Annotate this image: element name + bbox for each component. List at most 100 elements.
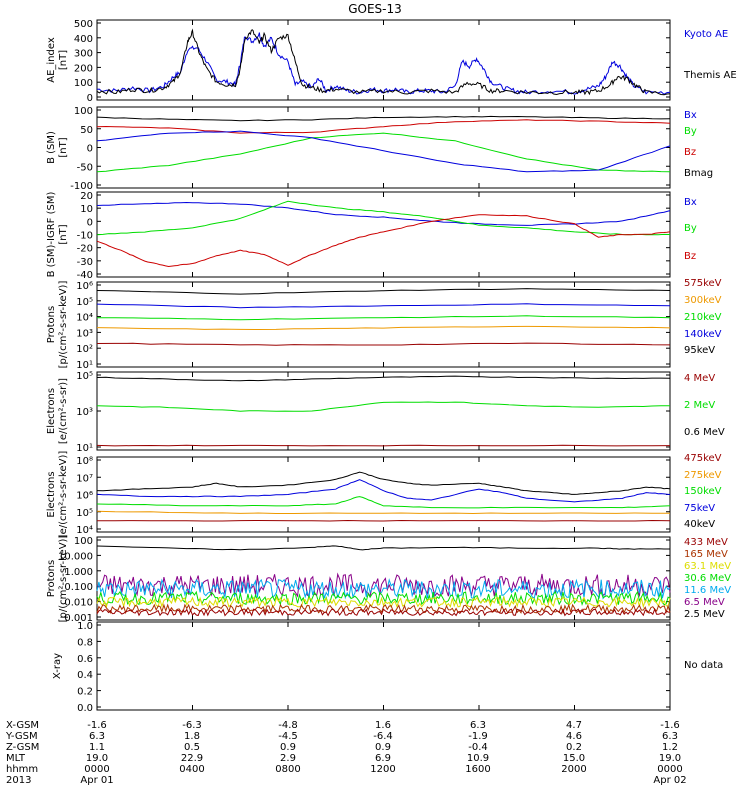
panel-frame (96, 281, 671, 368)
y-tick-label: 10³ (76, 407, 93, 418)
series-165-mev (96, 603, 671, 615)
x-row-value: -1.6 (660, 720, 680, 731)
series-140kev (96, 303, 671, 309)
y-axis-label: AE_index (46, 37, 57, 83)
x-row-value: 10.9 (467, 753, 489, 764)
legend-entry: 165 MeV (684, 549, 728, 560)
series-2-mev (96, 401, 670, 412)
series-bx (96, 201, 671, 226)
x-row-value: -6.3 (182, 720, 202, 731)
series-575kev (96, 342, 671, 346)
x-row-label: 2013 (6, 775, 31, 786)
x-row-value: 6.3 (89, 731, 105, 742)
legend-entry: 150keV (684, 486, 722, 497)
legend-entry: 300keV (684, 295, 722, 306)
legend-entry: 210keV (684, 312, 722, 323)
x-row-value: 1600 (465, 764, 490, 775)
series-40kev (96, 471, 671, 495)
x-row-value: 19.0 (86, 753, 108, 764)
x-row-value: Apr 01 (80, 775, 113, 786)
x-row-value: 0400 (179, 764, 204, 775)
legend-entry: 140keV (684, 329, 722, 340)
legend-entry: 6.5 MeV (684, 597, 725, 608)
x-row-value: 19.0 (659, 753, 681, 764)
y-tick-label: 10⁴ (76, 313, 93, 324)
y-tick-label: 10 (80, 204, 93, 215)
y-tick-label: 100 (74, 106, 93, 117)
y-tick-label: 10⁶ (76, 281, 93, 292)
x-row-label: MLT (6, 753, 26, 764)
series-210kev (96, 315, 671, 321)
legend-entry: 575keV (684, 278, 722, 289)
panel-bsm: 100 50 0 -50 -100 B (SM) [nT] Bx By Bz Bmag (46, 106, 713, 192)
x-row-value: 0000 (657, 764, 682, 775)
y-tick-label: 100 (74, 536, 93, 547)
y-axis-label: Electrons (46, 388, 57, 434)
series-150kev (96, 496, 671, 509)
x-row-value: 0.9 (280, 742, 296, 753)
y-tick-label: -50 (77, 162, 93, 173)
x-row-value: 0000 (84, 764, 109, 775)
legend-entry: 4 MeV (684, 373, 715, 384)
legend-entry: 0.6 MeV (684, 427, 725, 438)
x-row-value: 0.9 (375, 742, 391, 753)
x-row-value: 4.6 (566, 731, 582, 742)
y-tick-label: 0.4 (77, 670, 93, 681)
y-axis-label: [p/(cm²-s-sr-keV)] (58, 535, 69, 623)
legend-entry: Bx (684, 110, 697, 121)
y-tick-label: 0.0 (77, 703, 93, 714)
legend-entry: 433 MeV (684, 537, 728, 548)
y-axis-label: [e/(cm²-s-sr)] (58, 378, 69, 444)
panel-electrons2: 10⁸ 10⁷ 10⁶ 10⁵ 10⁴ Electrons [e/(cm²-s-sr-keV… (46, 451, 722, 539)
y-tick-label: 10⁵ (76, 508, 93, 519)
no-data-note: No data (684, 660, 723, 671)
legend-entry: Bmag (684, 168, 713, 179)
x-row-value: 0800 (275, 764, 300, 775)
series-themis-ae (96, 28, 671, 96)
y-tick-label: 0 (87, 93, 93, 104)
panel-frame (96, 371, 671, 451)
y-tick-label: 10¹ (76, 443, 93, 454)
x-row-value: 4.7 (566, 720, 582, 731)
x-row-value: 1.2 (662, 742, 678, 753)
series-by (96, 200, 671, 236)
x-row-value: -4.5 (278, 731, 298, 742)
y-tick-label: -20 (77, 244, 93, 255)
legend-entry: 275keV (684, 470, 722, 481)
x-row-value: 22.9 (181, 753, 203, 764)
series-95kev (96, 288, 671, 295)
x-row-value: -1.9 (468, 731, 488, 742)
y-tick-label: 10⁷ (76, 473, 93, 484)
panel-protons1: 10⁶ 10⁵ 10⁴ 10³ 10² 10¹ Protons [p/(cm²-s-sr-ke… (46, 278, 722, 371)
y-axis-label: [nT] (58, 50, 69, 70)
y-tick-label: -100 (70, 181, 93, 192)
series-bz (96, 214, 671, 268)
y-tick-label: 0.6 (77, 654, 93, 665)
x-row-value: 15.0 (563, 753, 585, 764)
y-tick-label: 400 (74, 34, 93, 45)
series-433-mev (96, 607, 671, 617)
legend-entry: Kyoto AE (684, 29, 728, 40)
y-tick-label: 0.001 (64, 613, 93, 624)
panel-electrons1: 10⁵ 10³ 10¹ Electrons [e/(cm²-s-sr)] 4 MeV 2 M… (46, 371, 725, 454)
y-tick-label: 10.000 (58, 551, 93, 562)
y-tick-label: 0.010 (64, 598, 93, 609)
series-475kev (97, 519, 671, 522)
y-tick-label: 1.000 (64, 567, 93, 578)
y-tick-label: 50 (80, 125, 93, 136)
y-axis-label: [e/(cm²-s-sr-keV)] (58, 451, 69, 539)
y-tick-label: 10⁸ (76, 456, 93, 467)
y-tick-label: 10⁵ (76, 371, 93, 382)
y-axis-label: X-ray (52, 653, 63, 679)
series-30-6-mev (96, 590, 671, 607)
y-tick-label: -30 (77, 257, 93, 268)
x-row-value: 0.5 (184, 742, 200, 753)
x-row-value: -0.4 (468, 742, 488, 753)
y-axis-label: Protons (46, 560, 57, 597)
panel-xray: 1.0 0.8 0.6 0.4 0.2 0.0 X-ray No data (52, 621, 723, 714)
y-tick-label: 0 (87, 217, 93, 228)
legend-entry: 2.5 MeV (684, 609, 725, 620)
y-tick-label: 0.100 (64, 582, 93, 593)
y-axis-label: B (SM) (46, 131, 57, 164)
